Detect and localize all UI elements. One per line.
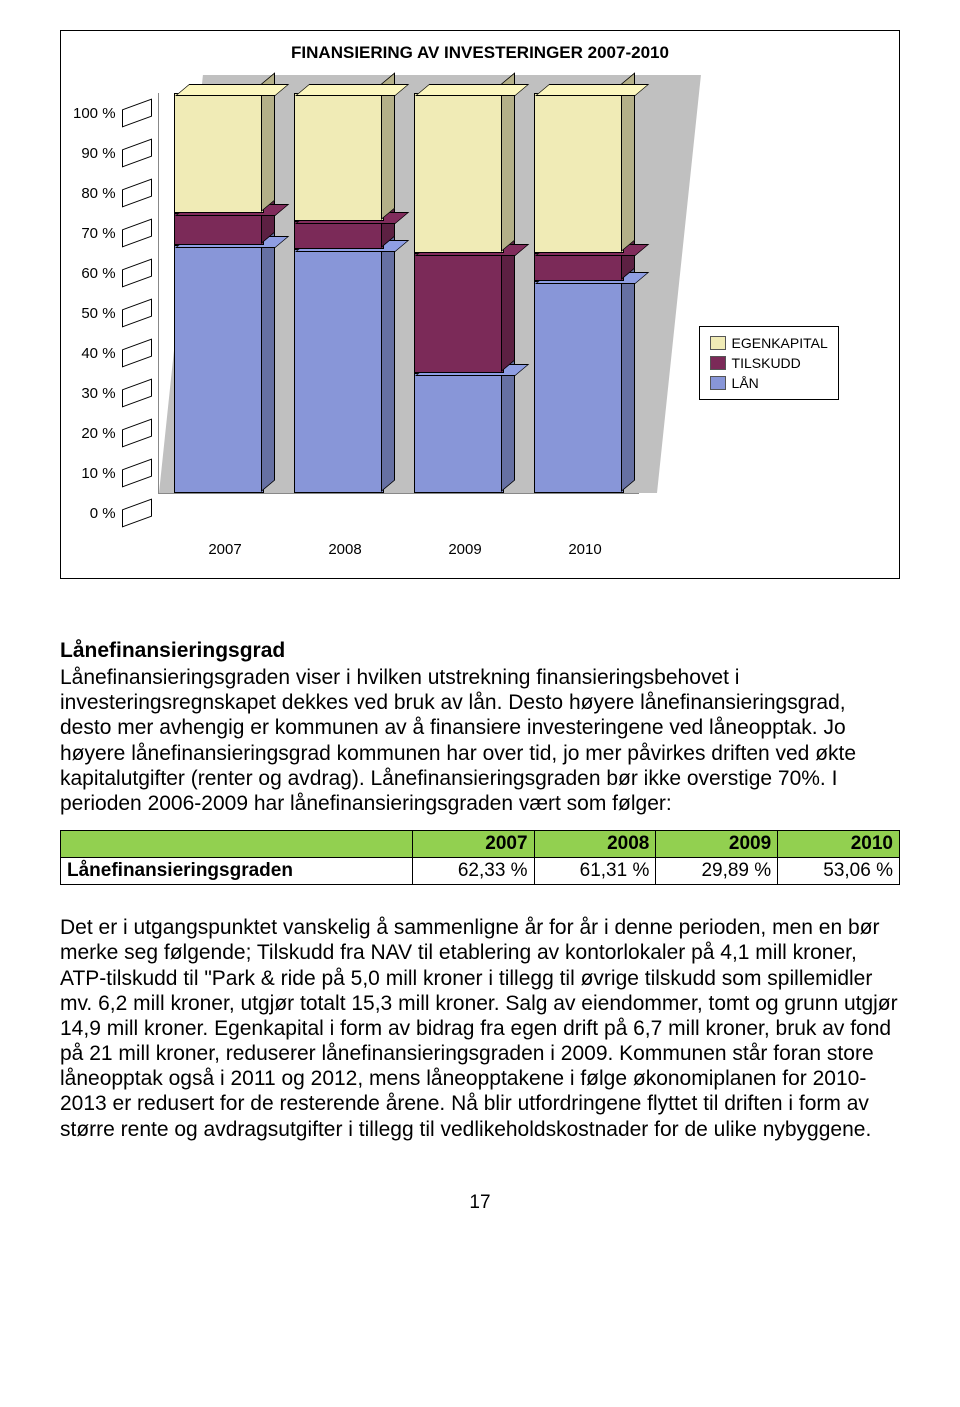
bar-segment-tilskudd xyxy=(414,253,504,373)
legend-label: LÅN xyxy=(732,375,759,391)
legend-swatch xyxy=(710,336,726,350)
y-tick: 40 % xyxy=(81,333,151,373)
plot-area xyxy=(158,93,639,494)
bar-segment-egenkapital xyxy=(294,93,384,221)
legend-label: TILSKUDD xyxy=(732,355,801,371)
chart-legend: EGENKAPITAL TILSKUDD LÅN xyxy=(699,326,839,400)
legend-swatch xyxy=(710,356,726,370)
y-tick: 20 % xyxy=(81,413,151,453)
bar-segment-lan xyxy=(414,373,504,493)
bar-segment-tilskudd xyxy=(174,213,264,245)
table-header xyxy=(61,831,413,858)
table-cell: 53,06 % xyxy=(778,858,900,885)
y-tick: 80 % xyxy=(81,173,151,213)
chart-container: FINANSIERING AV INVESTERINGER 2007-2010 … xyxy=(60,30,900,579)
y-tick: 60 % xyxy=(81,253,151,293)
data-table: 2007200820092010 Lånefinansieringsgraden… xyxy=(60,830,900,885)
bar-column xyxy=(414,93,504,493)
page-number: 17 xyxy=(60,1192,900,1214)
table-header: 2010 xyxy=(778,831,900,858)
x-label: 2008 xyxy=(300,541,390,558)
bar-segment-lan xyxy=(294,249,384,493)
bar-segment-lan xyxy=(174,245,264,493)
bar-segment-egenkapital xyxy=(534,93,624,253)
table-cell: 61,31 % xyxy=(534,858,656,885)
section-heading: Lånefinansieringsgrad xyxy=(60,639,900,663)
bar-column xyxy=(534,93,624,493)
x-label: 2009 xyxy=(420,541,510,558)
bar-segment-egenkapital xyxy=(174,93,264,213)
bar-segment-lan xyxy=(534,281,624,493)
x-label: 2007 xyxy=(180,541,270,558)
table-header: 2008 xyxy=(534,831,656,858)
y-tick: 50 % xyxy=(81,293,151,333)
legend-item: TILSKUDD xyxy=(710,353,828,373)
table-cell: 29,89 % xyxy=(656,858,778,885)
x-axis: 2007 2008 2009 2010 xyxy=(165,541,645,558)
y-tick: 70 % xyxy=(81,213,151,253)
paragraph-2: Det er i utgangspunktet vanskelig å samm… xyxy=(60,915,900,1142)
legend-swatch xyxy=(710,376,726,390)
bar-column xyxy=(174,93,264,493)
x-label: 2010 xyxy=(540,541,630,558)
table-row: Lånefinansieringsgraden62,33 %61,31 %29,… xyxy=(61,858,900,885)
bar-segment-tilskudd xyxy=(534,253,624,281)
y-tick: 0 % xyxy=(90,493,152,533)
y-tick: 30 % xyxy=(81,373,151,413)
chart-title: FINANSIERING AV INVESTERINGER 2007-2010 xyxy=(73,43,887,63)
legend-item: EGENKAPITAL xyxy=(710,333,828,353)
bar-segment-tilskudd xyxy=(294,221,384,249)
legend-label: EGENKAPITAL xyxy=(732,335,828,351)
table-row-label: Lånefinansieringsgraden xyxy=(61,858,413,885)
y-tick: 100 % xyxy=(73,93,152,133)
legend-item: LÅN xyxy=(710,373,828,393)
table-cell: 62,33 % xyxy=(412,858,534,885)
bar-segment-egenkapital xyxy=(414,93,504,253)
table-header: 2009 xyxy=(656,831,778,858)
paragraph-1: Lånefinansieringsgraden viser i hvilken … xyxy=(60,665,900,816)
y-tick: 10 % xyxy=(81,453,151,493)
bar-column xyxy=(294,93,384,493)
y-tick: 90 % xyxy=(81,133,151,173)
y-axis: 100 %90 %80 %70 %60 %50 %40 %30 %20 %10 … xyxy=(73,93,152,533)
table-header: 2007 xyxy=(412,831,534,858)
